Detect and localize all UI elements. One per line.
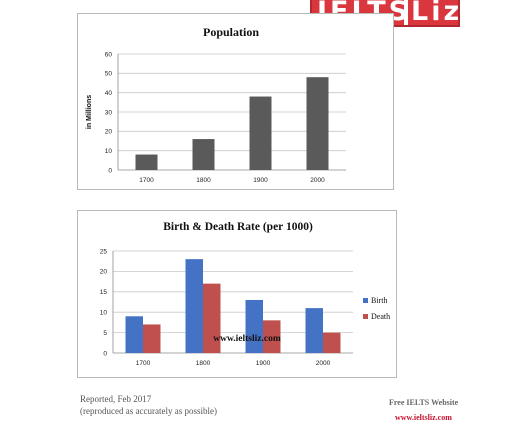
legend-label-birth: Birth — [371, 296, 387, 305]
bar-birth-1900 — [245, 299, 263, 353]
legend-swatch-death — [363, 314, 368, 319]
y-tick-label: 0 — [108, 167, 112, 174]
bar-birth-2000 — [305, 308, 323, 353]
reproduction-note: (reproduced as accurately as possible) — [80, 406, 217, 416]
x-tick-label: 1900 — [256, 360, 271, 367]
x-tick-label: 1700 — [139, 177, 154, 184]
population-chart-panel: Population 0 10 20 30 40 50 60 in Millions 1700 18… — [77, 13, 394, 190]
x-tick-label: 1800 — [196, 360, 211, 367]
y-tick-label: 0 — [103, 350, 107, 357]
x-tick-label: 1800 — [196, 177, 211, 184]
birth-death-chart: Birth & Death Rate (per 1000) 0 5 10 15 20 25 1… — [100, 221, 390, 367]
birth-death-chart-panel: Birth & Death Rate (per 1000) 0 5 10 15 20 25 1… — [77, 210, 397, 378]
bar-value-2000 — [306, 77, 329, 170]
chart-title: Birth & Death Rate (per 1000) — [163, 221, 313, 233]
legend-swatch-birth — [363, 298, 368, 303]
bar-value-1700 — [135, 154, 158, 170]
report-note: Reported, Feb 2017 (reproduced as accura… — [80, 393, 217, 417]
y-tick-label: 10 — [105, 148, 113, 155]
x-tick-label: 2000 — [310, 177, 325, 184]
reported-date: Reported, Feb 2017 — [80, 394, 152, 404]
website-link[interactable]: www.ieltsliz.com — [395, 413, 452, 422]
bar-death-1900 — [263, 320, 281, 353]
bar-value-1800 — [192, 139, 215, 170]
bar-birth-1800 — [185, 259, 203, 353]
y-tick-label: 50 — [105, 71, 113, 78]
x-tick-label: 1900 — [253, 177, 268, 184]
free-website-label: Free IELTS Website — [389, 398, 459, 407]
x-tick-label: 2000 — [316, 360, 331, 367]
y-tick-label: 20 — [105, 129, 113, 136]
logo-divider — [404, 0, 408, 25]
watermark-text: www.ieltsliz.com — [213, 334, 281, 344]
y-tick-label: 60 — [105, 51, 113, 58]
y-tick-label: 25 — [100, 248, 108, 255]
legend-label-death: Death — [371, 312, 390, 321]
y-tick-label: 20 — [100, 269, 108, 276]
y-tick-label: 15 — [100, 289, 108, 296]
bar-death-2000 — [323, 332, 341, 353]
y-axis-title: in Millions — [86, 95, 93, 129]
bar-death-1800 — [203, 283, 221, 353]
bar-death-1700 — [143, 324, 161, 353]
population-chart: Population 0 10 20 30 40 50 60 in Millions 1700 18… — [86, 25, 346, 184]
bar-birth-1700 — [125, 316, 143, 353]
x-tick-label: 1700 — [136, 360, 151, 367]
y-tick-label: 10 — [100, 310, 108, 317]
y-tick-label: 40 — [105, 90, 113, 97]
logo-text-liz: Liz — [411, 0, 460, 27]
y-tick-label: 30 — [105, 109, 113, 116]
y-tick-label: 5 — [103, 330, 107, 337]
bar-value-1900 — [249, 96, 272, 170]
chart-title: Population — [203, 25, 259, 39]
